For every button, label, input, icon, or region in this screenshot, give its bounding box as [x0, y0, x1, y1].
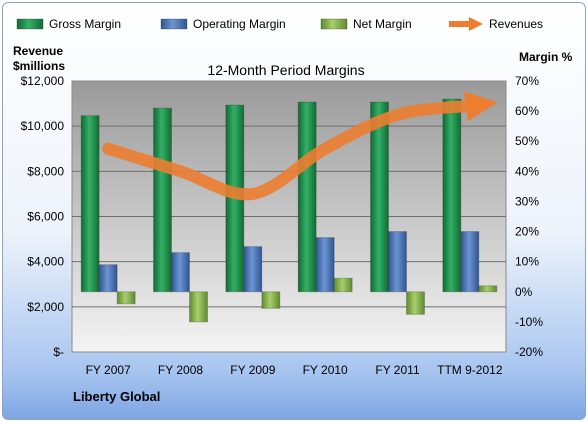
chart: $- $2,000 $4,000 $6,000 $8,000 $10,000 $12,000… [13, 17, 573, 404]
chart-title: 12-Month Period Margins [207, 62, 364, 78]
legend-swatch-net-margin [320, 18, 348, 30]
bar-operating-margin [98, 264, 118, 293]
legend-arrow-icon [469, 17, 483, 31]
right-tick-label: 70% [515, 74, 539, 88]
left-tick-label: $10,000 [21, 119, 65, 133]
revenue-line [102, 91, 498, 201]
bar-gross-margin [442, 98, 462, 293]
right-axis-ticks: -20% -10% 0% 10% 20% 30% 40% 50% 60% 70% [515, 74, 543, 359]
footer-label: Liberty Global [73, 389, 160, 404]
bar-operating-margin [388, 231, 407, 293]
category-label: FY 2007 [86, 363, 131, 377]
category-label: FY 2009 [230, 363, 275, 377]
right-tick-label: 0% [515, 285, 533, 299]
bar-gross-margin [80, 115, 100, 293]
right-tick-label: 20% [515, 225, 539, 239]
legend-swatch-operating-margin [160, 18, 188, 30]
right-tick-label: 50% [515, 134, 539, 148]
bar-net-margin [261, 291, 281, 309]
left-axis-label-line2: $millions [13, 59, 65, 73]
category-label: FY 2010 [303, 363, 348, 377]
bar-net-margin [116, 291, 136, 305]
category-label: FY 2008 [158, 363, 203, 377]
legend-label-gross-margin: Gross Margin [49, 17, 121, 31]
bar-net-margin [478, 285, 498, 293]
left-axis-label-line1: Revenue [13, 44, 63, 58]
legend-label-operating-margin: Operating Margin [193, 17, 286, 31]
right-tick-label: -20% [515, 345, 543, 359]
right-axis-label: Margin % [519, 50, 573, 64]
legend-label-revenues: Revenues [489, 17, 543, 31]
legend-swatch-gross-margin [16, 18, 44, 30]
bar-operating-margin [315, 237, 335, 293]
bar-gross-margin [297, 101, 317, 293]
left-tick-label: $12,000 [21, 74, 65, 88]
legend-label-net-margin: Net Margin [353, 17, 412, 31]
category-label: TTM 9-2012 [437, 363, 503, 377]
left-axis-ticks: $- $2,000 $4,000 $6,000 $8,000 $10,000 $12,000 [21, 74, 65, 359]
category-label: FY 2011 [375, 363, 420, 377]
bar-net-margin [333, 277, 353, 293]
bar-gross-margin [370, 101, 389, 293]
left-tick-label: $- [53, 345, 64, 359]
right-tick-label: 30% [515, 194, 539, 208]
left-tick-label: $6,000 [27, 210, 64, 224]
right-tick-label: 10% [515, 255, 539, 269]
gridlines [72, 125, 506, 308]
revenue-line-path [102, 91, 498, 201]
bar-net-margin [189, 291, 208, 323]
bar-operating-margin [243, 246, 263, 293]
right-tick-label: 60% [515, 104, 539, 118]
bar-gross-margin [153, 107, 172, 293]
legend: Gross Margin Operating Margin Net Margin Re… [16, 17, 543, 31]
bars [80, 98, 498, 323]
category-labels: FY 2007 FY 2008 FY 2009 FY 2010 FY 2011 TTM 9… [86, 363, 503, 377]
left-tick-label: $4,000 [27, 255, 64, 269]
left-tick-label: $8,000 [27, 164, 64, 178]
left-tick-label: $2,000 [27, 300, 64, 314]
bar-operating-margin [460, 231, 480, 293]
right-tick-label: 40% [515, 164, 539, 178]
bar-net-margin [406, 291, 425, 315]
right-tick-label: -10% [515, 315, 543, 329]
bar-operating-margin [171, 252, 190, 293]
